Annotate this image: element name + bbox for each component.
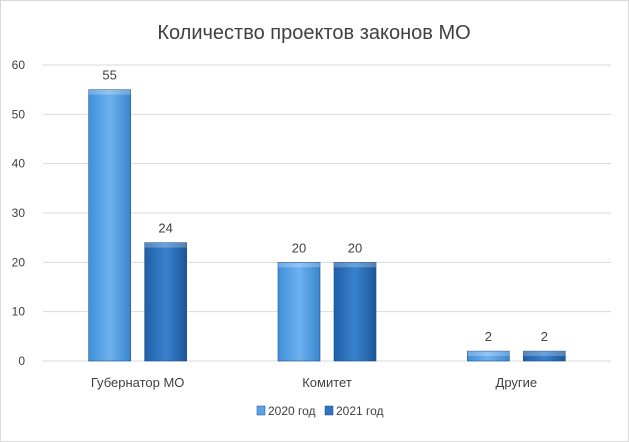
bar-bevel bbox=[523, 351, 566, 357]
data-label: 2 bbox=[541, 329, 548, 344]
data-label: 55 bbox=[102, 68, 116, 83]
data-label: 20 bbox=[292, 240, 306, 255]
legend-swatch bbox=[324, 405, 334, 416]
legend: 2020 год 2021 год bbox=[256, 404, 384, 418]
y-tick-label: 0 bbox=[18, 354, 25, 368]
y-axis-ticks: 0 10 20 30 40 50 60 bbox=[12, 58, 26, 368]
bar bbox=[144, 242, 187, 362]
x-category-label: Губернатор МО bbox=[91, 375, 185, 390]
legend-swatch bbox=[256, 405, 266, 416]
y-tick-label: 20 bbox=[12, 255, 26, 269]
bar-bevel bbox=[144, 242, 187, 248]
x-category-label: Комитет bbox=[302, 375, 352, 390]
y-tick-label: 30 bbox=[12, 206, 26, 220]
data-label: 24 bbox=[158, 221, 172, 236]
chart-title: Количество проектов законов МО bbox=[157, 22, 470, 44]
legend-label: 2020 год bbox=[268, 404, 316, 418]
bar-bevel bbox=[467, 351, 510, 357]
bar bbox=[333, 262, 377, 362]
data-label: 2 bbox=[485, 329, 492, 344]
x-category-label: Другие bbox=[496, 375, 538, 390]
legend-label: 2021 год bbox=[336, 404, 384, 418]
bars: 55 24 20 20 2 2 bbox=[88, 68, 566, 362]
y-tick-label: 50 bbox=[12, 107, 26, 121]
data-label: 20 bbox=[348, 240, 362, 255]
y-tick-label: 40 bbox=[12, 157, 26, 171]
bar-bevel bbox=[278, 262, 320, 268]
gridlines bbox=[43, 64, 611, 362]
bar bbox=[467, 350, 510, 362]
bar bbox=[523, 350, 566, 362]
y-tick-label: 10 bbox=[12, 305, 26, 319]
bar-bevel bbox=[88, 89, 131, 95]
y-tick-label: 60 bbox=[12, 58, 26, 72]
bar bbox=[277, 262, 321, 362]
x-axis-categories: Губернатор МО Комитет Другие bbox=[91, 375, 537, 390]
bar-bevel bbox=[334, 262, 376, 268]
bar bbox=[88, 89, 131, 362]
